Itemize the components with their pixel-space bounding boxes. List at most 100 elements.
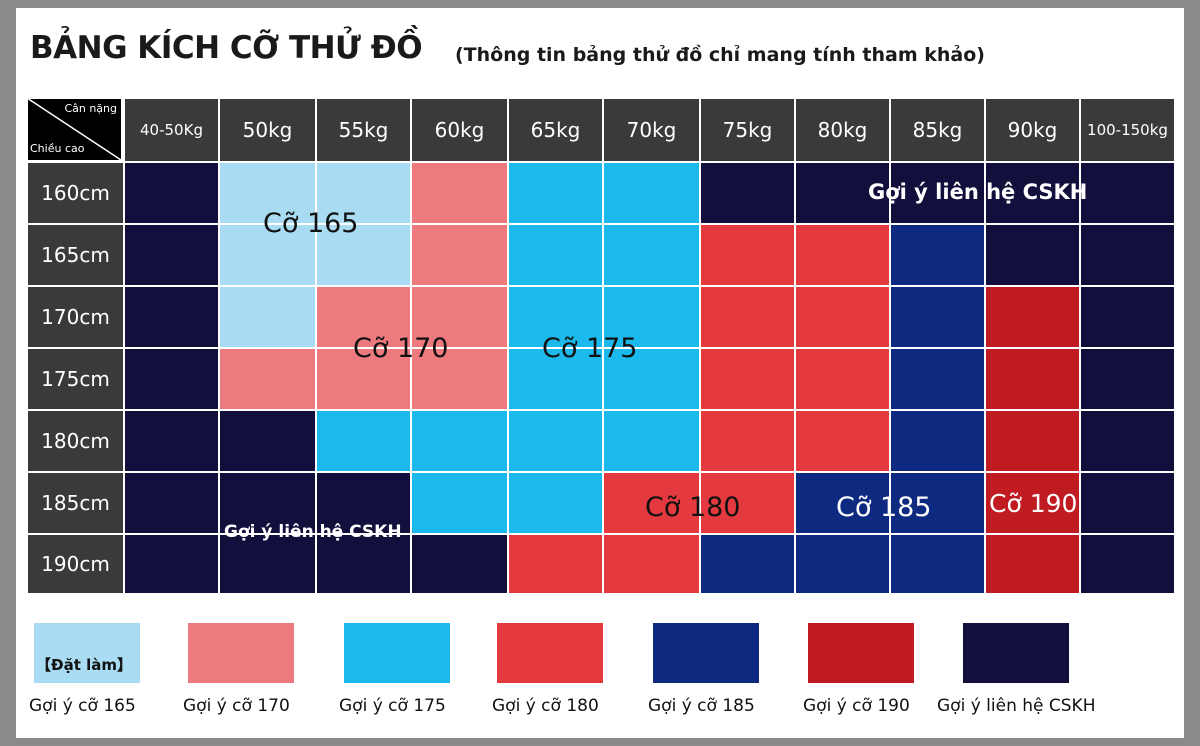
size-cell [700,410,795,472]
size-cell [603,162,700,224]
size-cell [219,348,316,410]
size-cell [508,472,603,534]
height-header-cell: 160cm [27,162,124,224]
size-cell [219,162,316,224]
height-header-cell: 185cm [27,472,124,534]
zone-label-s175: Cỡ 175 [542,333,638,364]
size-cell [316,348,411,410]
size-cell [219,534,316,594]
weight-header-cell: 65kg [508,98,603,162]
size-cell [985,410,1080,472]
size-cell [411,162,508,224]
zone-label-cskh-bottom: Gợi ý liên hệ CSKH [224,522,402,542]
size-cell [985,472,1080,534]
size-cell [985,162,1080,224]
size-cell [411,286,508,348]
size-cell [795,286,890,348]
height-header-cell: 180cm [27,410,124,472]
legend-swatch-s180 [497,623,603,683]
size-cell [124,224,219,286]
size-cell [603,286,700,348]
size-cell [411,410,508,472]
height-header-cell: 175cm [27,348,124,410]
corner-header: Cân nặng Chiều cao [27,98,121,160]
size-cell [795,348,890,410]
legend-label-s170: Gợi ý cỡ 170 [183,696,290,716]
size-cell [1080,286,1175,348]
size-cell [700,534,795,594]
legend-label-s175: Gợi ý cỡ 175 [339,696,446,716]
size-cell [219,410,316,472]
size-cell [316,534,411,594]
size-cell [603,410,700,472]
size-cell [603,472,700,534]
size-cell [700,286,795,348]
legend-swatch-s175 [344,623,450,683]
weight-header-cell: 60kg [411,98,508,162]
height-header-cell: 170cm [27,286,124,348]
size-cell [124,348,219,410]
size-cell [124,286,219,348]
weight-header-cell: 55kg [316,98,411,162]
weight-header-cell: 100-150kg [1080,98,1175,162]
size-cell [890,472,985,534]
size-cell [890,534,985,594]
size-cell [411,348,508,410]
size-cell [985,286,1080,348]
legend-swatch-s185 [653,623,759,683]
weight-header-cell: 75kg [700,98,795,162]
size-cell [985,224,1080,286]
size-cell [316,286,411,348]
size-cell [985,534,1080,594]
size-cell [1080,162,1175,224]
size-cell [1080,534,1175,594]
size-cell [508,534,603,594]
weight-header-cell: 90kg [985,98,1080,162]
page-title: BẢNG KÍCH CỠ THỬ ĐỒ [30,30,423,66]
size-cell [508,162,603,224]
size-cell [219,472,316,534]
size-cell [1080,348,1175,410]
size-cell [700,224,795,286]
size-cell [700,162,795,224]
page-subtitle: (Thông tin bảng thử đồ chỉ mang tính tha… [455,44,985,66]
size-cell [124,534,219,594]
size-cell [795,224,890,286]
size-cell [219,224,316,286]
size-cell [700,472,795,534]
size-cell [985,348,1080,410]
size-cell [795,162,890,224]
size-cell [795,534,890,594]
size-cell [508,286,603,348]
made-to-order-label: 【Đặt làm】 [36,656,132,674]
weight-header-cell: 80kg [795,98,890,162]
size-cell [603,534,700,594]
size-cell [890,348,985,410]
weight-header-cell: 40-50Kg [124,98,219,162]
size-cell [890,286,985,348]
size-cell [316,224,411,286]
size-cell [508,224,603,286]
size-cell [603,224,700,286]
legend-label-s165: Gợi ý cỡ 165 [29,696,136,716]
legend-swatch-cskh [963,623,1069,683]
legend-swatch-s165 [34,623,140,683]
corner-diagonal [27,98,121,160]
size-cell [890,162,985,224]
size-cell [795,472,890,534]
legend-label-s190: Gợi ý cỡ 190 [803,696,910,716]
size-cell [700,348,795,410]
size-cell [124,410,219,472]
size-cell [795,410,890,472]
legend-swatch-s170 [188,623,294,683]
size-cell [890,410,985,472]
legend-label-s185: Gợi ý cỡ 185 [648,696,755,716]
weight-header-cell: 70kg [603,98,700,162]
size-cell [124,472,219,534]
size-cell [124,162,219,224]
zone-label-s185: Cỡ 185 [836,492,932,523]
size-cell [890,224,985,286]
size-cell [219,286,316,348]
